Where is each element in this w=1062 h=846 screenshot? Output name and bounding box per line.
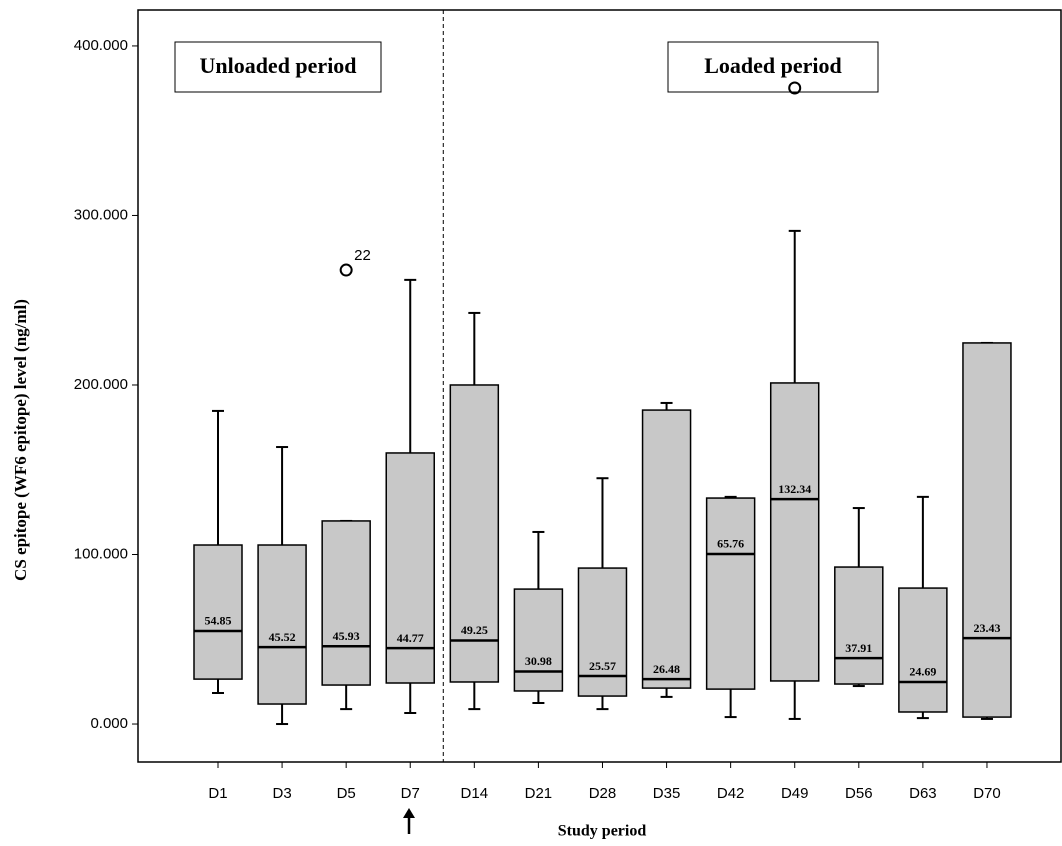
y-tick-label: 0.000 [90, 715, 128, 732]
outlier [341, 265, 352, 276]
box [771, 383, 819, 681]
x-tick-label: D7 [401, 785, 420, 802]
box-label: 65.76 [717, 537, 744, 551]
box [514, 589, 562, 691]
box [258, 545, 306, 704]
box-label: 49.25 [461, 623, 488, 637]
x-tick-label: D14 [461, 785, 489, 802]
box [194, 545, 242, 679]
box [963, 343, 1011, 717]
box-label: 30.98 [525, 654, 552, 668]
box-label: 26.48 [653, 662, 680, 676]
x-tick-label: D21 [525, 785, 553, 802]
y-tick-label: 100.000 [74, 545, 128, 562]
page: CS epitope (WF6 epitope) level (ng/ml) S… [0, 0, 1062, 846]
box-label: 37.91 [845, 641, 872, 655]
box-label: 23.43 [973, 621, 1000, 635]
x-tick-label: D63 [909, 785, 937, 802]
arrow [403, 808, 415, 834]
annotation: Unloaded period [199, 53, 356, 78]
x-axis-title: Study period [558, 823, 647, 840]
x-tick-label: D42 [717, 785, 745, 802]
y-tick-label: 300.000 [74, 206, 128, 223]
annotation: Loaded period [704, 53, 842, 78]
box-label: 44.77 [397, 631, 424, 645]
box-label: 45.52 [269, 630, 296, 644]
x-tick-label: D35 [653, 785, 681, 802]
box-label: 25.57 [589, 659, 616, 673]
box [707, 498, 755, 689]
y-axis-title: CS epitope (WF6 epitope) level (ng/ml) [11, 299, 30, 581]
box [899, 588, 947, 712]
box-label: 45.93 [333, 629, 360, 643]
x-tick-label: D5 [337, 785, 356, 802]
box-label: 24.69 [909, 665, 936, 679]
x-tick-label: D28 [589, 785, 617, 802]
box-label: 54.85 [205, 614, 232, 628]
chart: CS epitope (WF6 epitope) level (ng/ml) S… [0, 0, 1062, 846]
x-tick-label: D3 [272, 785, 291, 802]
x-tick-label: D1 [208, 785, 227, 802]
x-tick-label: D49 [781, 785, 809, 802]
box [835, 567, 883, 684]
box [322, 521, 370, 685]
x-tick-label: D56 [845, 785, 873, 802]
y-tick-label: 400.000 [74, 37, 128, 54]
box [643, 410, 691, 688]
x-tick-label: D70 [973, 785, 1001, 802]
box-label: 132.34 [778, 482, 811, 496]
outlier-label: 22 [354, 247, 371, 264]
box [450, 385, 498, 682]
y-tick-label: 200.000 [74, 376, 128, 393]
